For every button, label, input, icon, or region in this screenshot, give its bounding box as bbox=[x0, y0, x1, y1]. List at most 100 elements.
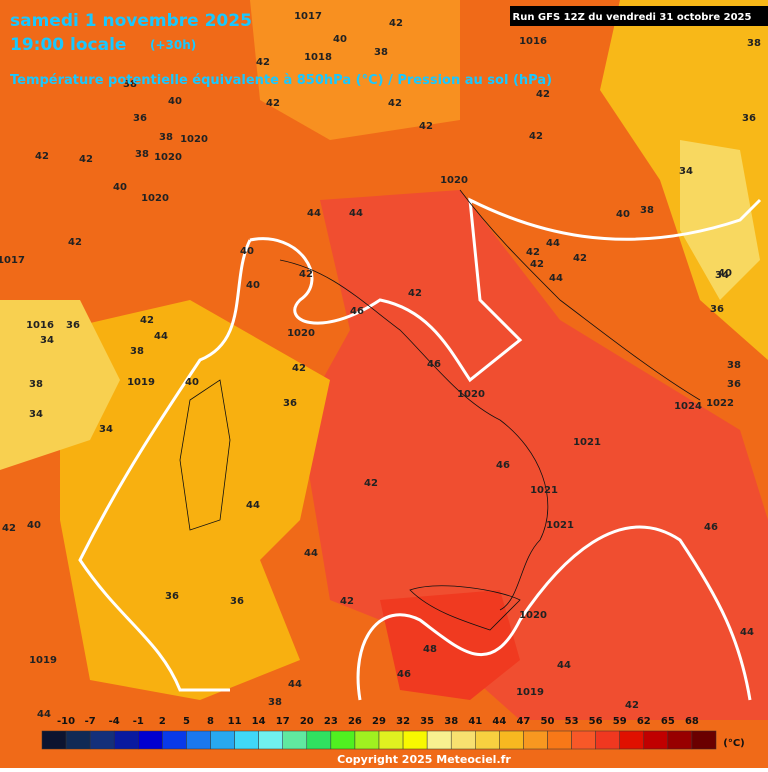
legend-tick: 29 bbox=[372, 716, 386, 727]
contour-label: 42 bbox=[389, 18, 403, 29]
legend-swatch bbox=[138, 730, 163, 750]
legend-tick: 53 bbox=[565, 716, 579, 727]
legend-tick: -4 bbox=[109, 716, 120, 727]
contour-label: 1021 bbox=[573, 437, 601, 448]
contour-label: 40 bbox=[113, 182, 127, 193]
legend-tick: 35 bbox=[420, 716, 434, 727]
time: 19:00 locale bbox=[10, 35, 126, 55]
legend-swatch bbox=[330, 730, 356, 750]
contour-label: 38 bbox=[130, 346, 144, 357]
contour-label: 40 bbox=[27, 520, 41, 531]
date: samedi 1 novembre 2025 bbox=[10, 11, 252, 31]
legend-tick: 11 bbox=[228, 716, 242, 727]
legend-swatch bbox=[595, 730, 620, 750]
legend-swatch bbox=[210, 730, 235, 750]
contour-label: 1016 bbox=[26, 320, 54, 331]
contour-label: 1020 bbox=[180, 134, 208, 145]
contour-label: 38 bbox=[727, 360, 741, 371]
legend-swatch bbox=[354, 730, 380, 750]
contour-label: 1020 bbox=[154, 152, 182, 163]
legend-tick: -7 bbox=[85, 716, 96, 727]
contour-label: 48 bbox=[423, 644, 437, 655]
legend-swatch bbox=[450, 730, 476, 750]
legend-swatch bbox=[258, 730, 283, 750]
contour-label: 42 bbox=[573, 253, 587, 264]
contour-label: 34 bbox=[679, 166, 693, 177]
offset: (+30h) bbox=[150, 38, 196, 52]
contour-label: 42 bbox=[364, 478, 378, 489]
contour-label: 42 bbox=[292, 363, 306, 374]
legend-swatch bbox=[89, 730, 115, 750]
legend-tick: 47 bbox=[516, 716, 530, 727]
legend-tick: 23 bbox=[324, 716, 338, 727]
contour-label: 38 bbox=[159, 132, 173, 143]
contour-label: 1021 bbox=[546, 520, 574, 531]
contour-label: 42 bbox=[536, 89, 550, 100]
legend-tick: 65 bbox=[661, 716, 675, 727]
contour-label: 38 bbox=[135, 149, 149, 160]
warm-area bbox=[300, 190, 768, 720]
contour-label: 36 bbox=[66, 320, 80, 331]
legend: -10 -7 -4 -1 2 5 8 11 14 17 20 23 26 29 32 35 38 41 44 47 50… bbox=[41, 716, 717, 750]
contour-label: 1019 bbox=[516, 687, 544, 698]
contour-label: 1021 bbox=[530, 485, 558, 496]
contour-label: 44 bbox=[557, 660, 571, 671]
contour-label: 1022 bbox=[706, 398, 734, 409]
legend-swatch bbox=[234, 730, 259, 750]
legend-swatch bbox=[691, 730, 717, 750]
copyright: Copyright 2025 Meteociel.fr bbox=[337, 753, 511, 766]
subtitle: Température potentielle équivalente à 85… bbox=[10, 73, 552, 88]
legend-tick: 5 bbox=[183, 716, 190, 727]
legend-tick: 56 bbox=[589, 716, 603, 727]
cool-area bbox=[680, 140, 760, 300]
legend-tick: 20 bbox=[300, 716, 314, 727]
contour-label: 44 bbox=[37, 709, 51, 720]
contour-label: 36 bbox=[742, 113, 756, 124]
contour-label: 46 bbox=[427, 359, 441, 370]
run-label: Run GFS 12Z du vendredi 31 octobre 2025 bbox=[513, 12, 752, 23]
contour-label: 40 bbox=[616, 209, 630, 220]
legend-tick: 50 bbox=[541, 716, 555, 727]
contour-label: 42 bbox=[340, 596, 354, 607]
contour-label: 42 bbox=[388, 98, 402, 109]
contour-label: 36 bbox=[710, 304, 724, 315]
contour-label: 36 bbox=[165, 591, 179, 602]
legend-swatch bbox=[113, 730, 139, 750]
legend-swatch bbox=[571, 730, 596, 750]
contour-label: 1020 bbox=[141, 193, 169, 204]
contour-label: 40 bbox=[246, 280, 260, 291]
contour-label: 42 bbox=[530, 259, 544, 270]
contour-label: 40 bbox=[333, 34, 347, 45]
contour-label: 42 bbox=[299, 269, 313, 280]
contour-label: 46 bbox=[704, 522, 718, 533]
legend-tick: 59 bbox=[613, 716, 627, 727]
contour-label: 44 bbox=[307, 208, 321, 219]
contour-label: 36 bbox=[133, 113, 147, 124]
contour-label: 34 bbox=[715, 270, 729, 281]
contour-label: 46 bbox=[350, 306, 364, 317]
legend-tick: 8 bbox=[207, 716, 214, 727]
mid-area bbox=[250, 0, 460, 140]
legend-swatch bbox=[643, 730, 669, 750]
legend-tick: -1 bbox=[133, 716, 144, 727]
legend-swatch bbox=[41, 730, 67, 750]
legend-swatch bbox=[523, 730, 548, 750]
contour-label: 44 bbox=[154, 331, 168, 342]
cool-area bbox=[60, 300, 330, 700]
legend-swatch bbox=[282, 730, 308, 750]
contour-label: 44 bbox=[549, 273, 563, 284]
contour-label: 42 bbox=[526, 247, 540, 258]
contour-label: 44 bbox=[546, 238, 560, 249]
legend-tick: 62 bbox=[637, 716, 651, 727]
contour-label: 42 bbox=[266, 98, 280, 109]
contour-label: 44 bbox=[288, 679, 302, 690]
isobars bbox=[78, 197, 762, 701]
legend-tick: 14 bbox=[252, 716, 266, 727]
contour-label: 38 bbox=[374, 47, 388, 58]
contour-label: 34 bbox=[99, 424, 113, 435]
contour-label: 1020 bbox=[457, 389, 485, 400]
coastlines bbox=[179, 189, 701, 631]
contour-label: 38 bbox=[123, 79, 137, 90]
legend-tick: -10 bbox=[57, 716, 75, 727]
